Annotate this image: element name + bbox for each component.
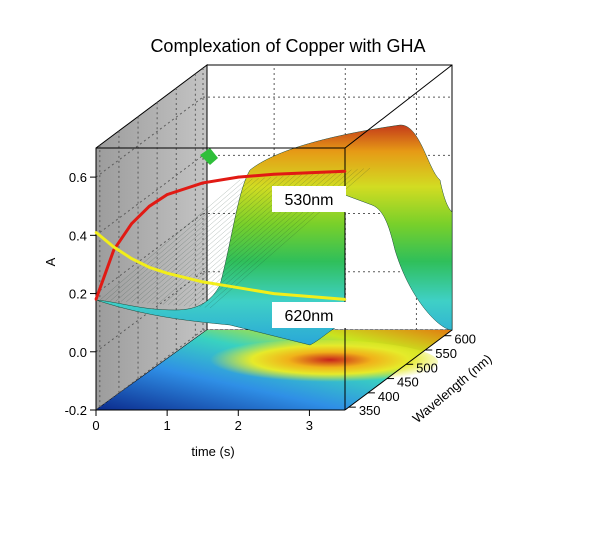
callout-620: 620nm: [272, 302, 346, 328]
floor-hotspot: [198, 340, 438, 384]
x-tick-label-2: 2: [235, 418, 242, 433]
series-0-point-8: [308, 171, 311, 175]
series-1-point-6: [236, 286, 240, 290]
callout-530-box: [272, 186, 346, 212]
chart-title: Complexation of Copper with GHA: [150, 36, 425, 56]
z-tick-label-4: -0.2: [65, 403, 87, 418]
mesh-line-7: [136, 175, 284, 303]
series-0-point-5: [201, 181, 205, 185]
series-0-point-7: [272, 172, 276, 176]
y-tick-label-4: 550: [435, 346, 457, 361]
z-tick-label-1: 0.4: [69, 228, 87, 243]
y-tick-label-2: 450: [397, 375, 419, 390]
mesh-line-4: [120, 177, 265, 302]
series-1-point-7: [272, 292, 276, 295]
y-tick-label-3: 500: [416, 360, 438, 375]
mesh-line-2: [110, 178, 253, 301]
series-1-point-4: [165, 271, 169, 275]
series-1-point-8: [308, 295, 311, 298]
x-tick-label-1: 1: [164, 418, 171, 433]
y-tick-label-5: 600: [454, 332, 476, 347]
callout-620-box: [272, 302, 346, 328]
y-tick-label-0: 350: [359, 403, 381, 418]
series-1-point-2: [130, 257, 133, 260]
callout-530: 530nm: [272, 186, 346, 212]
grid-line-side-4: [95, 329, 204, 411]
series-0-point-0: [94, 298, 98, 301]
mesh-line-5: [126, 177, 272, 303]
z-tick-label-3: 0.0: [69, 345, 87, 360]
series-0-point-3: [148, 204, 151, 208]
x-axis-label: time (s): [191, 444, 234, 459]
series-line-0: [94, 169, 346, 300]
series-1-point-5: [201, 280, 205, 284]
mesh-line-6: [131, 176, 278, 303]
z-tick-label-2: 0.2: [69, 287, 87, 302]
z-tick-label-0: 0.6: [69, 170, 87, 185]
mesh-line-0: [99, 179, 241, 301]
series-0-point-6: [236, 175, 240, 179]
mesh-line-3: [115, 178, 259, 302]
absorbance-surface: [95, 124, 453, 346]
top-right-edge: [344, 64, 453, 149]
z-axis-label: A: [43, 257, 58, 266]
grid-line-side-0: [95, 96, 204, 178]
y-tick-label-1: 400: [378, 389, 400, 404]
series-line-1: [95, 231, 346, 301]
callout-620-label: 620nm: [285, 308, 334, 325]
z-axis-ticks: 0.6 0.4 0.2 0.0 -0.2: [65, 170, 96, 418]
series-1-point-9: [343, 298, 347, 301]
series-0-point-2: [130, 222, 133, 225]
mesh-line-1: [105, 179, 247, 301]
mesh-line-8: [141, 175, 290, 304]
mesh-line-9: [147, 174, 296, 304]
series-0-point-1: [112, 248, 116, 252]
x-tick-label-0: 0: [92, 418, 99, 433]
x-axis-ticks: 0 1 2 3: [92, 410, 313, 433]
surface-ridge-peak: [200, 148, 218, 165]
x-tick-label-3: 3: [306, 418, 313, 433]
series-0-point-4: [165, 193, 169, 196]
series-group: [94, 169, 347, 301]
series-1-point-1: [112, 245, 116, 249]
series-1-point-0: [94, 231, 98, 234]
series-0-point-9: [343, 169, 347, 173]
series-1-point-3: [148, 266, 151, 269]
grid-line-side-1: [95, 154, 204, 236]
callout-530-label: 530nm: [285, 192, 334, 209]
bottom-right-edge: [344, 329, 453, 411]
